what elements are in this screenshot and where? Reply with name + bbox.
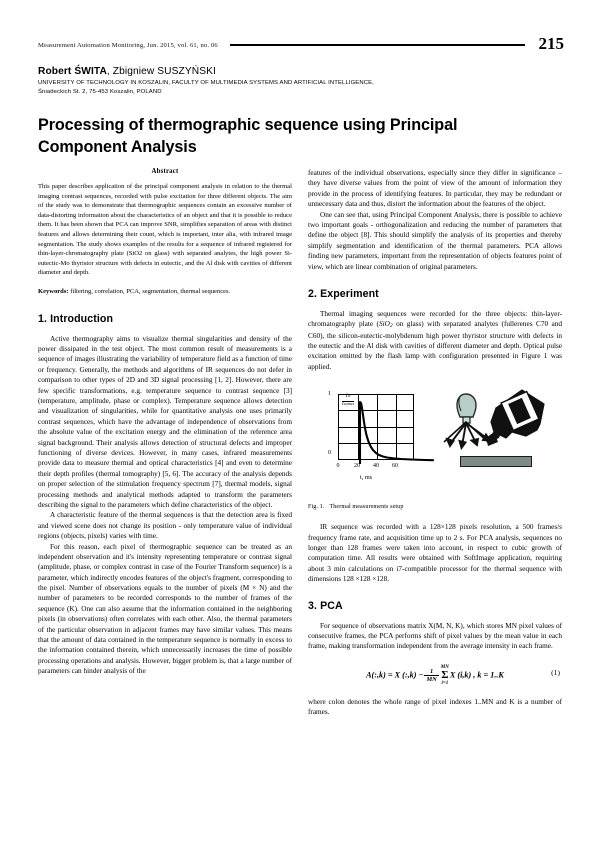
column-left: Abstract This paper describes applicatio… [38,168,292,677]
keywords-line: Keywords: filtering, correlation, PCA, s… [38,287,292,297]
author-primary: Robert ŚWITA [38,66,107,77]
section-heading-experiment: 2. Experiment [308,287,379,300]
figure-1-graphic: 1 0 Iw Iw,max 0 20 40 60 t, ms [308,384,562,496]
gridline-h-2 [339,426,414,428]
ytick-label-0: 0 [328,450,331,457]
figure-1-caption-text: Thermal measurements setup [329,504,404,511]
section-heading-introduction: 1. Introduction [38,312,114,325]
excitation-pulse-chart: 1 0 Iw Iw,max 0 20 40 60 t, ms [318,390,435,486]
exp-sio2-subscript: 2 [389,323,393,330]
equation-1-frac-denominator: MN [426,675,437,683]
author-secondary: , Zbigniew SUSZYŃSKI [106,66,216,77]
exp-sio2: SiO [378,320,390,329]
y-axis-label: Iw Iw,max [342,393,355,407]
running-head: Measurement Automation Monitoring, Jun. … [38,34,565,53]
xtick-label-40: 40 [373,463,379,470]
page-title: Processing of thermographic sequence usi… [38,116,458,157]
equation-1-fraction: 1 MN [424,667,439,683]
equation-1-frac-bar [424,674,439,676]
page-number: 215 [538,34,565,53]
keywords-text: filtering, correlation, PCA, segmentatio… [68,288,231,296]
section-heading-pca: 3. PCA [308,599,343,612]
y-axis-numerator: Iw [345,393,351,400]
ir-camera-icon [486,389,545,447]
intro-paragraph-2: A characteristic feature of the thermal … [38,511,292,541]
figure-1: 1 0 Iw Iw,max 0 20 40 60 t, ms [308,384,562,510]
xtick-label-20: 20 [354,463,360,470]
author-names: Robert ŚWITA, Zbigniew SUSZYŃSKI [38,66,566,77]
equation-1-sum-upper: MN [440,664,449,670]
y-axis-denominator: Iw,max [342,400,355,407]
x-axis-title: t, ms [360,474,373,482]
equation-1-rhs: X (i,k) , k = 1..K [449,670,504,680]
intro-paragraph-3: For this reason, each pixel of thermogra… [38,542,292,676]
intro-paragraph-1: Active thermography aims to visualize th… [38,334,292,509]
exp-text-b: on glass) with separated analytes (fulle… [308,320,563,371]
y-axis-fraction-bar [342,400,355,402]
equation-1-number: (1) [551,667,560,677]
figure-1-caption: Fig. 1. Thermal measurements setup [308,504,562,510]
intro-paragraph-5: One can see that, using Principal Compon… [308,210,562,271]
pca-paragraph-1: For sequence of observations matrix X(M,… [308,621,562,651]
xtick-label-60: 60 [392,463,398,470]
keywords-label: Keywords: [38,288,69,296]
affiliation-line-2: Śniadeckich St. 2, 75-453 Koszalin, POLA… [38,88,162,95]
equation-1-frac-numerator: 1 [430,667,434,675]
sample-specimen-icon [460,456,532,468]
flash-lamp-icon [443,393,492,451]
equation-1-lhs: A(:,k) = X (:,k) − [366,670,424,680]
experiment-paragraph-1: Thermal imaging sequences were recorded … [308,309,562,372]
chart-plot-area [338,394,435,465]
header-rule [229,44,525,46]
decay-curve [359,401,435,465]
equation-1-sum-lower: i=1 [441,680,449,686]
abstract-heading: Abstract [151,168,179,175]
gridline-h-3 [339,442,414,444]
equation-1-sum-symbol: Σ [441,668,449,681]
abstract-text: This paper describes application of the … [38,183,292,277]
xtick-label-0: 0 [336,463,340,470]
author-block: Robert ŚWITA, Zbigniew SUSZYŃSKI UNIVERS… [38,66,566,96]
pca-paragraph-2: where colon denotes the whole range of p… [308,697,562,717]
gridline-h-1 [339,410,414,412]
exp-text-a: Thermal imaging sequences were recorded … [308,309,562,329]
setup-illustration [443,389,545,451]
column-right: features of the individual observations,… [308,168,562,718]
experiment-paragraph-2: IR sequence was recorded with a 128×128 … [308,523,562,584]
journal-citation: Measurement Automation Monitoring, Jun. … [38,41,218,49]
affiliation-line-1: UNIVERSITY OF TECHNOLOGY IN KOSZALIN, FA… [38,80,374,86]
chart-top-border [339,394,414,395]
intro-paragraph-4: features of the individual observations,… [308,169,562,209]
figure-1-caption-number: Fig. 1. [308,504,325,511]
ytick-label-1: 1 [328,391,331,398]
